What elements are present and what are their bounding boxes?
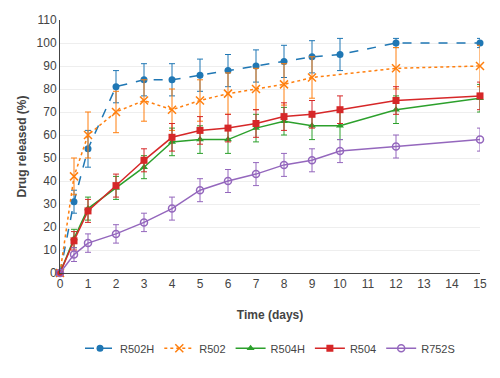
svg-text:9: 9: [309, 277, 316, 291]
svg-text:50: 50: [43, 151, 57, 165]
svg-text:R502H: R502H: [120, 343, 154, 355]
svg-text:6: 6: [225, 277, 232, 291]
svg-text:Time (days): Time (days): [237, 308, 303, 322]
svg-text:110: 110: [37, 13, 56, 27]
svg-text:60: 60: [43, 128, 57, 142]
svg-text:10: 10: [43, 243, 57, 257]
svg-text:90: 90: [43, 59, 57, 73]
svg-text:12: 12: [389, 277, 403, 291]
svg-text:13: 13: [417, 277, 431, 291]
svg-text:7: 7: [253, 277, 260, 291]
svg-text:3: 3: [141, 277, 148, 291]
svg-text:15: 15: [473, 277, 487, 291]
svg-text:40: 40: [43, 174, 57, 188]
svg-text:R502: R502: [199, 343, 225, 355]
svg-text:100: 100: [37, 36, 57, 50]
svg-text:10: 10: [333, 277, 347, 291]
svg-text:4: 4: [169, 277, 176, 291]
svg-text:14: 14: [445, 277, 459, 291]
svg-text:30: 30: [43, 197, 57, 211]
svg-text:0: 0: [50, 266, 57, 280]
svg-text:5: 5: [197, 277, 204, 291]
svg-text:11: 11: [362, 277, 375, 291]
svg-text:80: 80: [43, 82, 57, 96]
svg-text:20: 20: [43, 220, 57, 234]
svg-text:R752S: R752S: [421, 343, 455, 355]
svg-text:0: 0: [57, 277, 64, 291]
svg-text:2: 2: [113, 277, 120, 291]
svg-text:R504: R504: [350, 343, 376, 355]
svg-text:Drug released (%): Drug released (%): [15, 95, 29, 197]
svg-text:70: 70: [43, 105, 57, 119]
svg-text:1: 1: [85, 277, 92, 291]
svg-text:8: 8: [281, 277, 288, 291]
svg-text:R504H: R504H: [271, 343, 305, 355]
